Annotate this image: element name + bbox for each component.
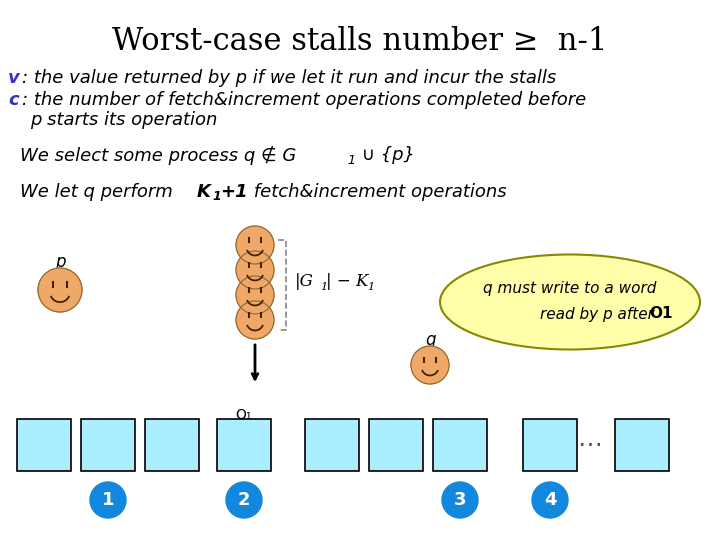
Text: We let q perform: We let q perform (20, 183, 179, 201)
FancyBboxPatch shape (369, 419, 423, 471)
Text: 1: 1 (347, 153, 355, 166)
Text: : the number of fetch&increment operations completed before: : the number of fetch&increment operatio… (22, 91, 586, 109)
Circle shape (411, 346, 449, 384)
Text: 1: 1 (102, 491, 114, 509)
Text: : the value returned by p if we let it run and incur the stalls: : the value returned by p if we let it r… (22, 69, 557, 87)
Text: 4: 4 (544, 491, 557, 509)
Circle shape (236, 276, 274, 314)
Text: +1: +1 (220, 183, 248, 201)
Text: 3: 3 (454, 491, 467, 509)
Circle shape (236, 301, 274, 339)
FancyBboxPatch shape (433, 419, 487, 471)
Text: ∪ {p}: ∪ {p} (356, 146, 415, 164)
Text: c: c (8, 91, 19, 109)
Circle shape (236, 251, 274, 289)
Text: q: q (425, 331, 436, 349)
FancyBboxPatch shape (145, 419, 199, 471)
Circle shape (532, 482, 568, 518)
Text: read by p after: read by p after (540, 307, 659, 321)
Ellipse shape (440, 254, 700, 349)
FancyBboxPatch shape (81, 419, 135, 471)
Circle shape (236, 226, 274, 264)
Text: | − K: | − K (326, 273, 369, 291)
Text: p starts its operation: p starts its operation (30, 111, 217, 129)
FancyBboxPatch shape (217, 419, 271, 471)
Text: ⋯: ⋯ (577, 433, 603, 457)
Text: O₁: O₁ (235, 408, 252, 422)
FancyBboxPatch shape (615, 419, 669, 471)
Text: 1: 1 (367, 282, 374, 292)
FancyBboxPatch shape (305, 419, 359, 471)
Text: q must write to a word: q must write to a word (483, 281, 657, 296)
Text: v: v (8, 69, 19, 87)
FancyBboxPatch shape (523, 419, 577, 471)
Text: 1: 1 (212, 191, 221, 204)
Text: We select some process q ∉ G: We select some process q ∉ G (20, 145, 297, 165)
Text: 1: 1 (320, 282, 327, 292)
Text: fetch&increment operations: fetch&increment operations (248, 183, 507, 201)
Text: p: p (55, 253, 66, 271)
Text: O1: O1 (649, 307, 672, 321)
Text: |G: |G (295, 273, 314, 291)
Circle shape (90, 482, 126, 518)
FancyBboxPatch shape (17, 419, 71, 471)
Circle shape (38, 268, 82, 312)
Text: K: K (197, 183, 211, 201)
Text: 2: 2 (238, 491, 251, 509)
Circle shape (226, 482, 262, 518)
Text: Worst-case stalls number ≥  n-1: Worst-case stalls number ≥ n-1 (112, 26, 608, 57)
Circle shape (442, 482, 478, 518)
